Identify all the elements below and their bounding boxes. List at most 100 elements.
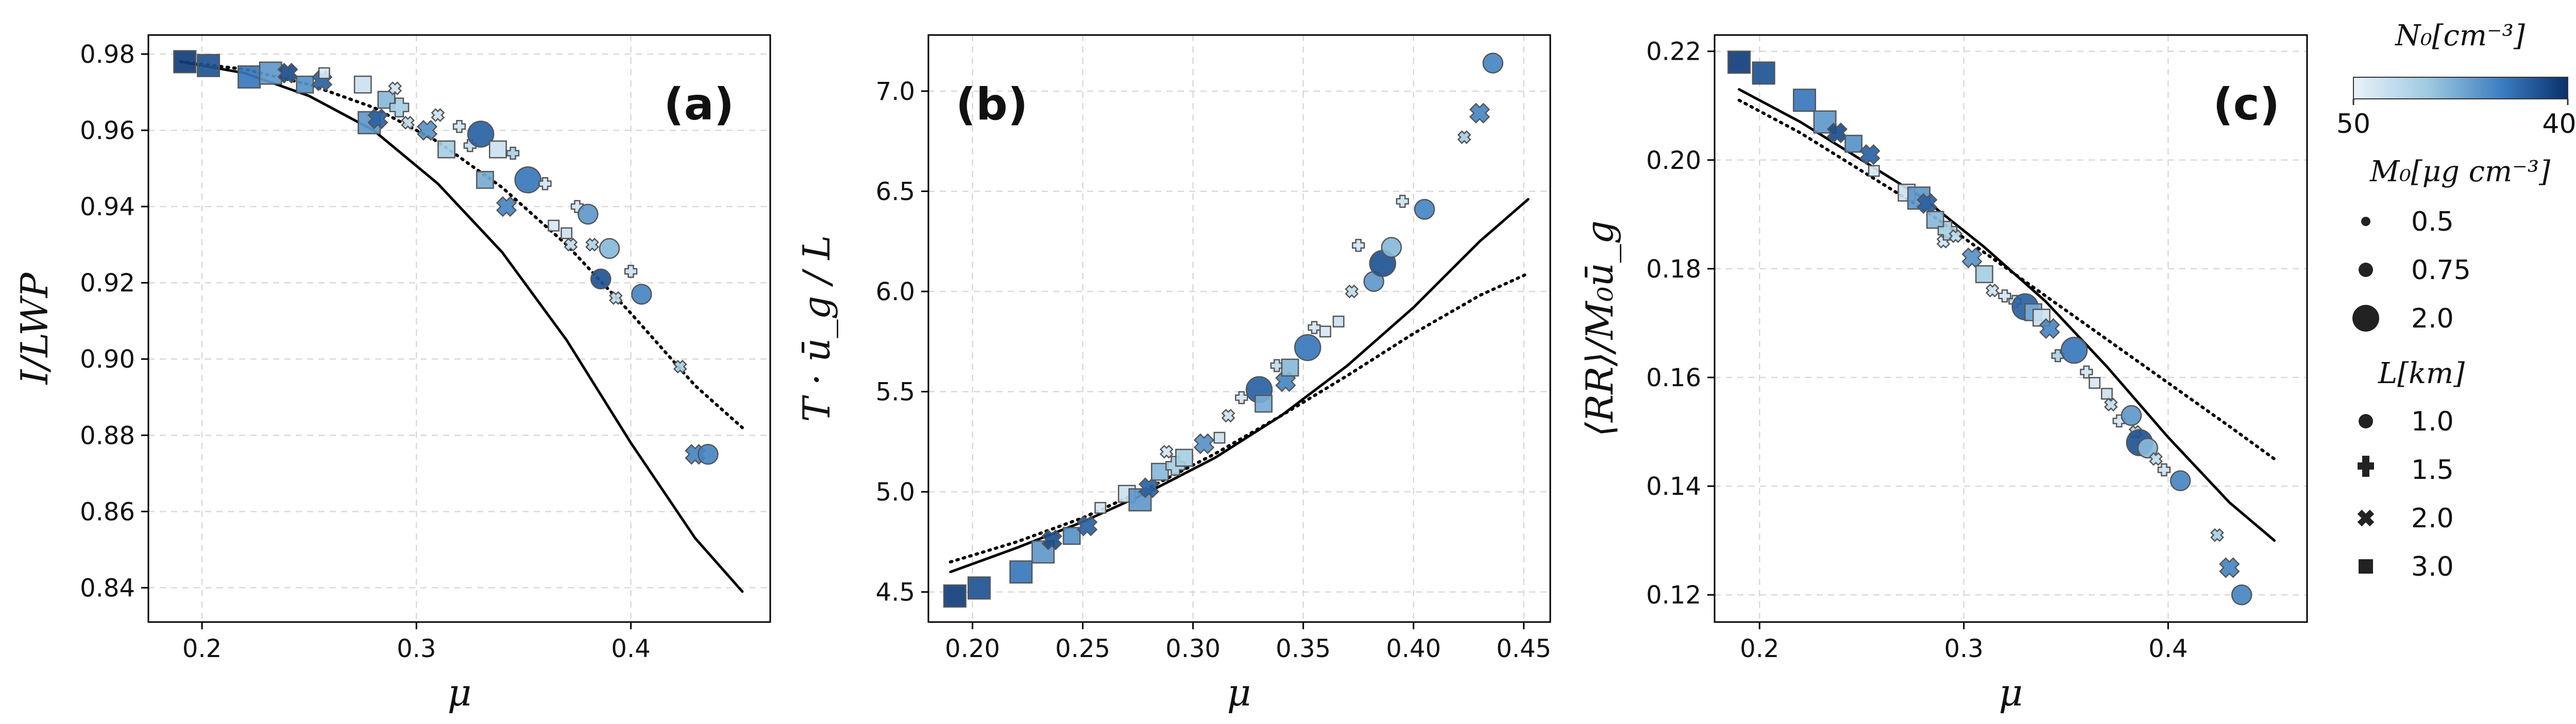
data-point-plus — [506, 146, 520, 160]
y-tick-label: 0.12 — [1646, 581, 1701, 610]
x-tick-label: 0.25 — [1055, 634, 1110, 663]
dotted-model-curve — [948, 272, 1530, 564]
data-point-circle — [1482, 53, 1503, 74]
y-tick-label: 0.90 — [80, 345, 135, 374]
data-point-circle — [599, 238, 620, 259]
x-tick-label: 0.2 — [1740, 634, 1779, 663]
data-point-cross — [1138, 477, 1160, 498]
data-point-square — [1975, 265, 1993, 283]
data-point-circle — [2170, 470, 2191, 491]
y-axis-label-b: T · ū_g / L — [795, 235, 838, 422]
y-tick-label: 5.0 — [876, 478, 915, 507]
y-axis-label-c: ⟨RR⟩/M₀ū_g — [1578, 220, 1621, 437]
data-point-square — [318, 67, 330, 79]
size-legend-label: 2.0 — [2411, 303, 2454, 334]
data-point-plus — [538, 177, 552, 191]
cross-marker-icon — [2357, 509, 2375, 527]
marker-legend-entry: 1.5 — [2358, 455, 2454, 486]
marker-legend-title: L[km] — [2378, 357, 2465, 390]
plot-frame-c — [1714, 34, 2308, 623]
data-point-plus — [1351, 238, 1365, 252]
x-tick-label: 0.45 — [1496, 634, 1551, 663]
data-point-cross — [367, 108, 388, 130]
panel-label-c: (c) — [2213, 79, 2280, 130]
y-axis-label-a: I/LWP — [13, 272, 56, 385]
x-tick-label: 0.3 — [1944, 634, 1984, 663]
data-point-square — [1332, 315, 1345, 327]
dotted-model-curve — [1737, 98, 2276, 461]
data-point-cross — [1985, 283, 1999, 298]
marker-legend-entry: 1.0 — [2359, 406, 2454, 437]
size-legend-label: 0.5 — [2411, 206, 2454, 237]
solid-model-curve — [949, 198, 1530, 574]
size-legend-entry: 2.0 — [2352, 303, 2454, 334]
data-point-circle — [2121, 405, 2142, 426]
data-point-cross — [1859, 144, 1880, 165]
data-point-square — [1868, 165, 1880, 177]
data-point-circle — [2231, 584, 2252, 606]
panel-label-a: (a) — [664, 79, 734, 130]
data-point-square — [943, 584, 967, 608]
data-point-cross — [1948, 229, 1963, 243]
data-point-square — [296, 75, 314, 94]
y-tick-label: 0.88 — [80, 421, 135, 450]
data-point-circle — [698, 444, 719, 465]
data-point-cross — [1826, 122, 1848, 144]
data-point-square — [1175, 449, 1193, 467]
data-point-cross — [1076, 515, 1098, 537]
size-legend-label: 0.75 — [2411, 255, 2471, 286]
data-point-circle — [2060, 336, 2088, 364]
data-point-circle — [1414, 199, 1435, 220]
data-point-square — [476, 170, 494, 189]
data-point-cross — [277, 62, 298, 84]
data-point-square — [1752, 61, 1775, 85]
data-point-cross — [1961, 247, 1982, 268]
data-point-cross — [416, 119, 438, 141]
panel-a: 0.2 0.3 0.4 0.84 0.86 0.88 0.90 0.92 0.94 0.96 0.9… — [13, 34, 771, 714]
data-point-square — [1062, 527, 1081, 545]
data-point-cross — [1041, 529, 1062, 550]
x-tick-label: 0.4 — [611, 634, 650, 663]
data-point-square — [2089, 377, 2101, 389]
y-tick-label: 0.20 — [1646, 146, 1701, 175]
marker-legend-label: 1.5 — [2411, 455, 2454, 486]
y-tick-label: 5.5 — [876, 378, 915, 407]
data-point-cross — [496, 196, 517, 217]
data-point-square — [1926, 211, 1944, 229]
colorbar — [2353, 77, 2568, 99]
data-point-square — [561, 227, 573, 239]
data-point-cross — [401, 115, 415, 130]
y-tick-label: 4.5 — [876, 578, 915, 607]
data-point-square — [238, 65, 261, 89]
plus-marker-icon — [2358, 456, 2374, 477]
y-tick-label: 6.0 — [876, 278, 915, 306]
solid-model-curve — [1738, 88, 2276, 542]
legend: N₀[cm⁻³] 50 400 M₀[μg cm⁻³] 0.5 0.75 2.0… — [2336, 19, 2576, 582]
data-point-plus — [1396, 195, 1409, 208]
data-point-circle — [2137, 437, 2158, 459]
data-point-square — [1792, 89, 1816, 112]
marker-legend-entry: 3.0 — [2359, 551, 2454, 582]
data-point-square — [1213, 432, 1226, 444]
data-point-square — [353, 75, 372, 94]
size-legend-entry: 0.5 — [2361, 206, 2454, 237]
data-point-cross — [564, 237, 578, 252]
data-point-square — [437, 140, 455, 159]
data-point-cross — [2149, 452, 2163, 466]
data-point-cross — [608, 291, 623, 305]
data-point-circle — [631, 284, 652, 305]
marker-legend-entry: 2.0 — [2357, 503, 2454, 534]
size-legend-marker-large — [2352, 305, 2379, 332]
data-point-plus — [2051, 349, 2064, 363]
data-point-plus — [624, 265, 638, 278]
colorbar-title: N₀[cm⁻³] — [2394, 19, 2525, 53]
data-point-square — [1009, 560, 1033, 584]
square-marker-icon — [2359, 559, 2373, 574]
x-tick-label: 0.4 — [2148, 634, 2188, 663]
dotted-model-curve — [179, 60, 744, 429]
data-point-cross — [1221, 408, 1235, 423]
x-tick-label: 0.40 — [1386, 634, 1441, 663]
data-point-cross — [1917, 193, 1938, 214]
y-tick-label: 0.86 — [80, 497, 135, 526]
data-point-circle — [577, 203, 599, 225]
